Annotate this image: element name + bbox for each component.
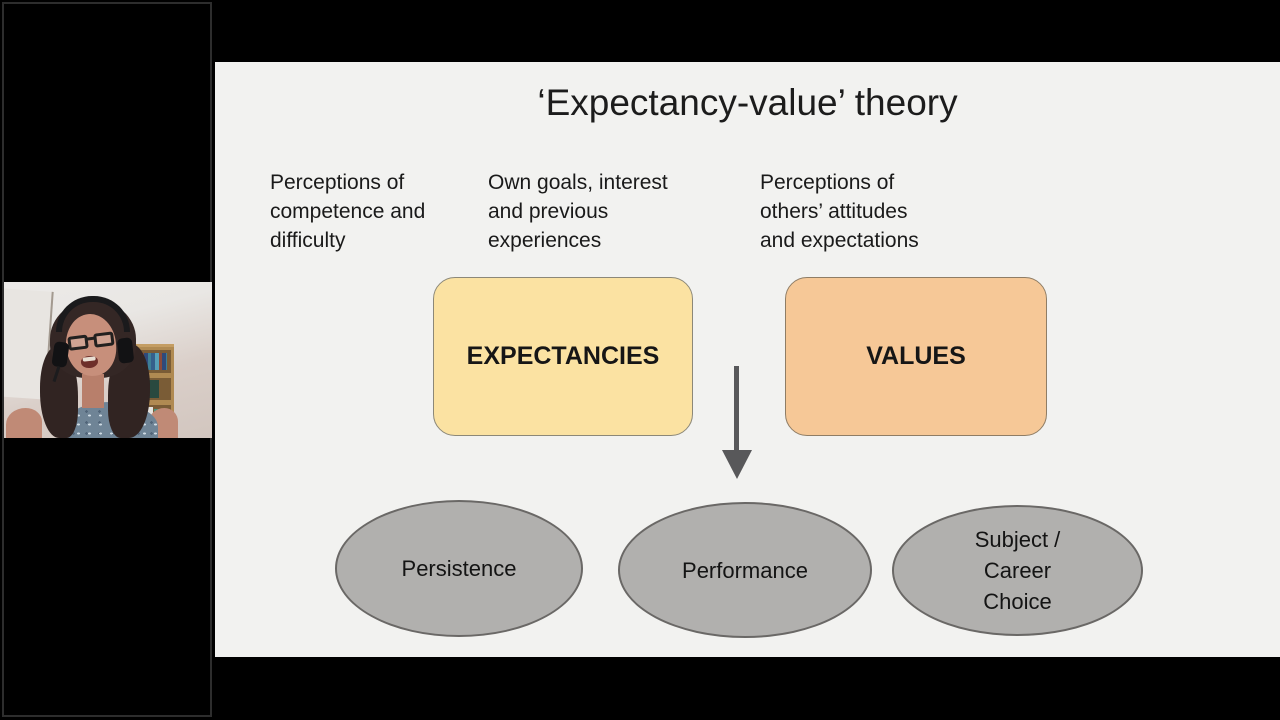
expectancies-box: EXPECTANCIES bbox=[433, 277, 693, 436]
outcome-subject-career-choice: Subject / Career Choice bbox=[892, 505, 1143, 636]
presenter-panel bbox=[0, 0, 215, 720]
outcome-performance: Performance bbox=[618, 502, 872, 638]
annotation-goals: Own goals, interest and previous experie… bbox=[488, 171, 668, 252]
flow-arrow-down bbox=[734, 366, 739, 451]
presentation-slide: ‘Expectancy-value’ theory Perceptions of… bbox=[215, 62, 1280, 657]
annotation-values: Perceptions of others’ attitudes and exp… bbox=[760, 171, 919, 252]
values-box: VALUES bbox=[785, 277, 1047, 436]
presenter-neck bbox=[82, 374, 104, 408]
expectancies-label: EXPECTANCIES bbox=[466, 342, 660, 370]
slide-title: ‘Expectancy-value’ theory bbox=[537, 82, 958, 123]
headphone-band bbox=[56, 296, 130, 332]
headphone-earcup bbox=[116, 337, 135, 364]
presenter-webcam-video bbox=[4, 282, 212, 438]
annotation-expectancies: Perceptions of competence and difficulty bbox=[270, 171, 426, 252]
presenter-left-shoulder bbox=[6, 408, 42, 438]
values-label: VALUES bbox=[866, 342, 966, 370]
outcome-persistence: Persistence bbox=[335, 500, 583, 637]
flow-arrow-down-head bbox=[722, 450, 752, 479]
